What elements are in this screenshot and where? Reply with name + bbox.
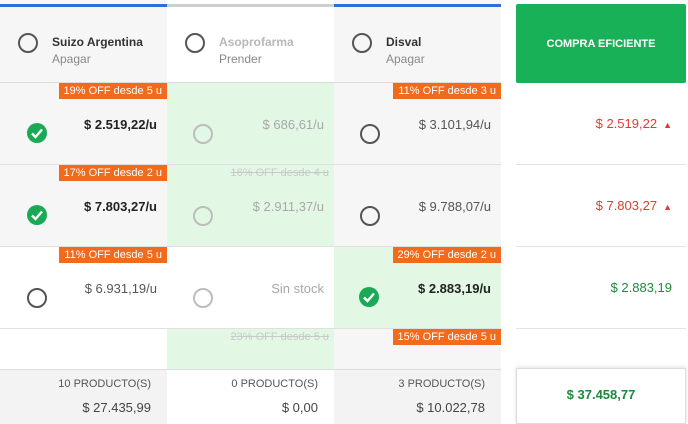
unit-price: $ 3.101,94/u: [418, 117, 491, 132]
supplier-footer: 0 PRODUCTO(S) $ 0,00: [167, 369, 334, 424]
select-offer-radio[interactable]: [193, 206, 213, 226]
offer-cell[interactable]: 11% OFF desde 3 u $ 3.101,94/u: [334, 83, 501, 165]
offer-cell[interactable]: 17% OFF desde 2 u $ 7.803,27/u: [0, 165, 167, 247]
unit-price: $ 2.519,22/u: [84, 117, 157, 132]
discount-badge: 29% OFF desde 2 u: [392, 247, 501, 263]
supplier-inactive-bar: [167, 4, 334, 7]
product-count: 3 PRODUCTO(S): [398, 378, 485, 390]
supplier-name: Suizo Argentina: [52, 35, 143, 49]
supplier-footer: 3 PRODUCTO(S) $ 10.022,78: [334, 369, 501, 424]
product-count: 10 PRODUCTO(S): [58, 378, 151, 390]
selected-check-icon[interactable]: [359, 287, 379, 307]
discount-badge: 17% OFF desde 2 u: [58, 165, 167, 181]
supplier-total: $ 0,00: [281, 400, 318, 415]
supplier-name: Asoprofarma: [219, 35, 294, 49]
grand-total-box: $ 37.458,77: [516, 368, 686, 424]
offer-cell[interactable]: 29% OFF desde 2 u $ 2.883,19/u: [334, 247, 501, 329]
caret-up-icon: ▲: [663, 120, 672, 130]
offer-cell[interactable]: $ 686,61/u: [167, 83, 334, 165]
unit-price: $ 2.883,19/u: [418, 281, 491, 296]
best-price: $ 7.803,27 ▲: [596, 198, 672, 213]
supplier-name: Disval: [386, 35, 422, 49]
offer-cell[interactable]: Sin stock: [167, 247, 334, 329]
supplier-toggle-radio[interactable]: [18, 33, 38, 53]
discount-badge: 11% OFF desde 3 u: [393, 83, 501, 99]
best-price: $ 2.883,19: [611, 280, 672, 295]
unit-price: $ 686,61/u: [262, 117, 324, 132]
offer-cell[interactable]: 19% OFF desde 5 u $ 2.519,22/u: [0, 83, 167, 165]
supplier-header: Disval Apagar: [334, 7, 501, 83]
supplier-column-disval: Disval Apagar 11% OFF desde 3 u $ 3.101,…: [334, 0, 501, 424]
supplier-toggle-label[interactable]: Apagar: [52, 52, 91, 66]
supplier-toggle-radio[interactable]: [185, 33, 205, 53]
best-price: $ 2.519,22 ▲: [596, 116, 672, 131]
caret-up-icon: ▲: [663, 202, 672, 212]
supplier-column-asoprofarma: Asoprofarma Prender $ 686,61/u 16% OFF d…: [167, 0, 334, 424]
supplier-toggle-radio[interactable]: [352, 33, 372, 53]
supplier-footer: 10 PRODUCTO(S) $ 27.435,99: [0, 369, 167, 424]
best-price-cell: $ 2.519,22 ▲: [516, 83, 686, 165]
best-price-value: $ 2.883,19: [610, 280, 672, 295]
selected-check-icon[interactable]: [27, 123, 47, 143]
select-offer-radio[interactable]: [360, 124, 380, 144]
supplier-toggle-label[interactable]: Apagar: [386, 52, 425, 66]
stock-status: Sin stock: [271, 281, 324, 296]
supplier-active-bar: [0, 4, 167, 7]
discount-badge: 11% OFF desde 5 u: [59, 247, 167, 263]
select-offer-radio[interactable]: [27, 288, 47, 308]
product-count: 0 PRODUCTO(S): [231, 378, 318, 390]
supplier-column-suizo: Suizo Argentina Apagar 19% OFF desde 5 u…: [0, 0, 167, 424]
unit-price: $ 7.803,27/u: [84, 199, 157, 214]
unit-price: $ 9.788,07/u: [418, 199, 491, 214]
efficient-purchase-column: COMPRA EFICIENTE $ 2.519,22 ▲ $ 7.803,27 ▲…: [516, 0, 688, 424]
efficient-purchase-button[interactable]: COMPRA EFICIENTE: [516, 4, 686, 83]
selected-check-icon[interactable]: [27, 205, 47, 225]
discount-badge: 15% OFF desde 5 u: [392, 329, 501, 345]
offer-cell[interactable]: 11% OFF desde 5 u $ 6.931,19/u: [0, 247, 167, 329]
discount-badge-disabled: 23% OFF desde 5 u: [230, 331, 329, 343]
best-price-cell: $ 2.883,19: [516, 247, 686, 329]
best-price-cell: $ 7.803,27 ▲: [516, 165, 686, 247]
discount-badge: 19% OFF desde 5 u: [58, 83, 167, 99]
grand-total: $ 37.458,77: [566, 387, 636, 402]
supplier-active-bar: [334, 4, 501, 7]
unit-price: $ 2.911,37/u: [252, 199, 324, 214]
supplier-total: $ 10.022,78: [416, 400, 485, 415]
offer-cell[interactable]: $ 9.788,07/u: [334, 165, 501, 247]
supplier-header: Suizo Argentina Apagar: [0, 7, 167, 83]
select-offer-radio[interactable]: [193, 124, 213, 144]
discount-badge-disabled: 16% OFF desde 4 u: [230, 167, 329, 179]
select-offer-radio[interactable]: [360, 206, 380, 226]
supplier-toggle-label[interactable]: Prender: [219, 52, 262, 66]
select-offer-radio[interactable]: [193, 288, 213, 308]
unit-price: $ 6.931,19/u: [84, 281, 157, 296]
supplier-total: $ 27.435,99: [82, 400, 151, 415]
best-price-value: $ 2.519,22: [595, 116, 658, 131]
best-price-value: $ 7.803,27: [595, 198, 658, 213]
supplier-header: Asoprofarma Prender: [167, 7, 334, 83]
offer-cell[interactable]: 16% OFF desde 4 u $ 2.911,37/u: [167, 165, 334, 247]
